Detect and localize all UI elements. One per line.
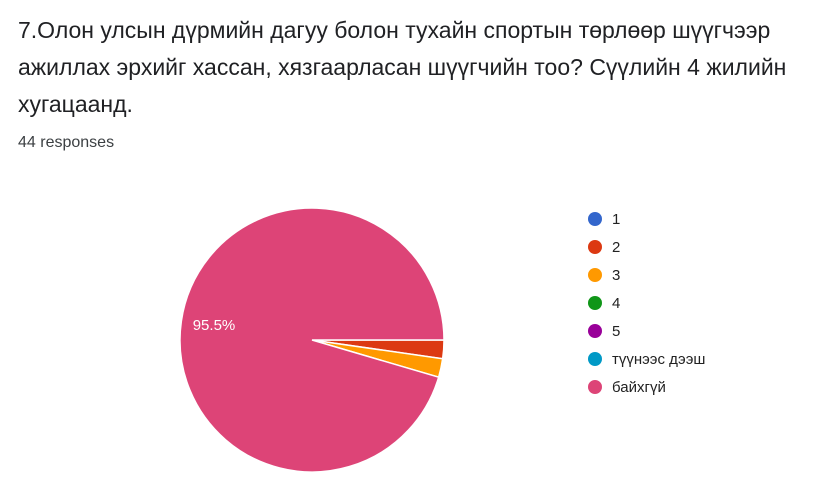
legend-swatch [588, 296, 602, 310]
legend-item[interactable]: 2 [588, 233, 705, 261]
legend-item[interactable]: байхгүй [588, 373, 705, 401]
chart-legend: 1 2 3 4 5 түүнээс дээш байхгүй [588, 205, 705, 401]
legend-swatch [588, 324, 602, 338]
legend-item[interactable]: 3 [588, 261, 705, 289]
legend-label: 5 [612, 322, 621, 340]
legend-item[interactable]: түүнээс дээш [588, 345, 705, 373]
legend-label: 3 [612, 266, 621, 284]
legend-swatch [588, 352, 602, 366]
legend-swatch [588, 212, 602, 226]
legend-swatch [588, 240, 602, 254]
legend-label: түүнээс дээш [612, 350, 706, 368]
slice-percent-label: 95.5% [193, 317, 236, 334]
legend-swatch [588, 268, 602, 282]
legend-label: 1 [612, 210, 621, 228]
pie-slice-байхгүй[interactable] [179, 207, 445, 473]
legend-item[interactable]: 4 [588, 289, 705, 317]
responses-count: 44 responses [18, 134, 115, 151]
legend-label: байхгүй [612, 378, 666, 396]
legend-swatch [588, 380, 602, 394]
legend-label: 2 [612, 238, 621, 256]
legend-item[interactable]: 5 [588, 317, 705, 345]
legend-item[interactable]: 1 [588, 205, 705, 233]
question-title: 7.Олон улсын дүрмийн дагуу болон тухайн … [18, 17, 787, 117]
legend-label: 4 [612, 294, 621, 312]
